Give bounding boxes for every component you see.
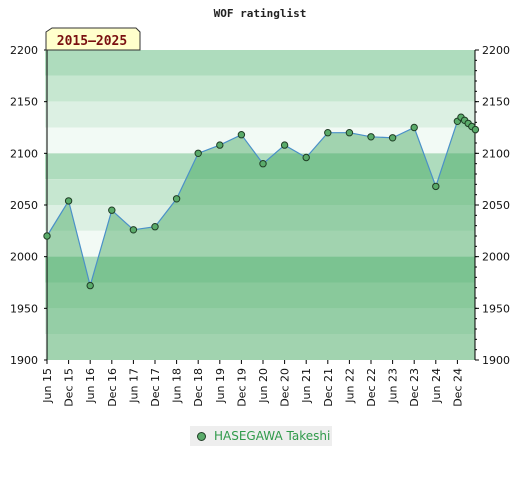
legend-marker [197, 431, 206, 441]
axes: 1900 1900 1950 1950 2000 2000 2050 2050 2100 2100… [10, 44, 510, 407]
chart-title: WOF ratinglist [214, 7, 307, 20]
band [45, 230, 475, 257]
y-tick-label-left: 2000 [10, 251, 38, 264]
band [45, 282, 475, 309]
data-point [432, 182, 440, 191]
x-tick-label: Dec 17 [149, 368, 162, 407]
y-tick-label-left: 2200 [10, 44, 38, 57]
band [45, 205, 475, 231]
data-point [216, 141, 224, 149]
x-tick-label: Dec 18 [192, 368, 205, 407]
data-point [345, 129, 354, 137]
y-tick-label-left: 1900 [10, 354, 38, 367]
data-point [259, 160, 267, 168]
data-point [367, 133, 375, 141]
y-tick-label-left: 2100 [10, 147, 38, 160]
legend-label: HASEGAWA Takeshi [214, 429, 331, 443]
background-bands [45, 50, 475, 360]
band [45, 256, 475, 283]
y-tick-label-right: 1900 [482, 354, 510, 367]
x-tick-label: Jun 24 [430, 368, 443, 404]
y-tick-label-right: 2100 [482, 147, 510, 160]
y-tick-label-right: 2050 [482, 199, 510, 212]
x-tick-label: Dec 21 [322, 368, 335, 407]
data-point [324, 129, 332, 137]
data-point [129, 226, 138, 234]
x-tick-label: Jun 18 [171, 368, 184, 404]
x-tick-label: Jun 22 [343, 368, 356, 404]
x-tick-label: Jun 15 [41, 368, 54, 404]
data-point [194, 149, 202, 158]
x-tick-label: Jun 20 [257, 368, 270, 404]
band [45, 50, 475, 76]
period-badge: 2015–2025 [45, 27, 141, 51]
band [45, 334, 475, 360]
y-tick-label-right: 2200 [482, 44, 510, 57]
y-tick-label-left: 2050 [10, 199, 38, 212]
data-point [237, 131, 246, 139]
y-tick-label-right: 2000 [482, 251, 510, 264]
data-point [471, 125, 480, 134]
x-tick-label: Dec 19 [235, 368, 248, 407]
data-point [410, 123, 418, 132]
x-tick-label: Dec 20 [279, 368, 292, 407]
legend: HASEGAWA Takeshi [190, 426, 332, 446]
y-tick-label-right: 2150 [482, 96, 510, 109]
band [45, 153, 475, 180]
band [45, 308, 475, 335]
data-point [302, 153, 310, 162]
area-fill [47, 117, 476, 360]
x-tick-label: Jun 21 [300, 368, 313, 404]
x-tick-label: Dec 16 [106, 368, 119, 407]
x-tick-label: Jun 17 [127, 368, 140, 404]
data-point [388, 134, 397, 142]
period-label: 2015–2025 [57, 34, 127, 49]
x-tick-label: Jun 19 [214, 368, 227, 404]
data-point [280, 141, 289, 149]
band [45, 179, 475, 205]
data-point [86, 281, 94, 290]
x-tick-label: Jun 16 [84, 368, 97, 404]
data-point [151, 223, 159, 231]
y-tick-label-right: 1950 [482, 302, 510, 315]
data-point [43, 232, 51, 240]
band [45, 75, 475, 102]
data-point [172, 195, 181, 203]
y-tick-label-left: 2150 [10, 96, 38, 109]
x-tick-label: Jun 23 [387, 368, 400, 404]
x-tick-label: Dec 24 [451, 368, 464, 407]
data-point [108, 206, 116, 214]
band [45, 101, 475, 128]
x-tick-label: Dec 23 [408, 368, 421, 407]
band [45, 127, 475, 154]
data-points [43, 113, 480, 290]
y-tick-label-left: 1950 [10, 302, 38, 315]
data-point [64, 197, 73, 205]
x-tick-label: Dec 15 [63, 368, 76, 407]
x-tick-label: Dec 22 [365, 368, 378, 407]
